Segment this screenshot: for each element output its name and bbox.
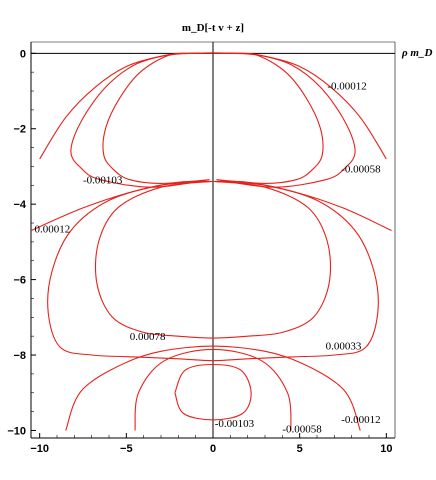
contour-label-2: -0.00103 (83, 175, 123, 187)
ticks-layer: −10 −5 0 5 10 0 −2 −4 −6 −8 −10 (7, 48, 392, 455)
contour-line-5 (94, 180, 332, 339)
y-tick-label-3: −6 (13, 275, 26, 287)
horizontal-axis-name: ρ m_D (401, 47, 432, 59)
contour-label-5: 0.00033 (326, 341, 362, 353)
x-tick-label-1: −5 (120, 443, 133, 455)
contour-label-7: -0.00058 (282, 424, 322, 436)
contour-label-1: -0.00058 (341, 163, 381, 175)
contour-label-8: -0.00012 (341, 414, 380, 426)
y-tick-label-1: −2 (13, 124, 26, 136)
contour-line-2 (102, 52, 324, 184)
contour-line-8 (65, 345, 361, 431)
contour-label-6: -0.00103 (215, 418, 255, 430)
contours-layer (30, 52, 392, 431)
axes-layer (31, 42, 395, 438)
y-tick-label-5: −10 (7, 425, 26, 437)
contour-label-4: 0.00078 (130, 331, 166, 343)
y-tick-label-4: −8 (13, 350, 26, 362)
y-tick-label-0: 0 (20, 48, 26, 60)
y-tick-label-2: −4 (13, 199, 26, 211)
contour-line-3 (30, 180, 392, 232)
contour-labels-layer: -0.00012 -0.00058 -0.00103 0.00012 0.00078 0.… (34, 80, 381, 435)
x-tick-label-4: 10 (380, 443, 392, 455)
contour-line-7 (134, 348, 292, 431)
contour-label-0: -0.00012 (327, 80, 366, 92)
x-tick-label-0: −10 (30, 443, 49, 455)
x-tick-label-2: 0 (210, 443, 216, 455)
contour-line-4 (47, 180, 379, 362)
x-tick-label-3: 5 (297, 443, 303, 455)
chart-title: m_D[-t v + z] (182, 22, 244, 34)
contour-label-3: 0.00012 (34, 224, 70, 236)
contour-line-6 (174, 363, 252, 421)
